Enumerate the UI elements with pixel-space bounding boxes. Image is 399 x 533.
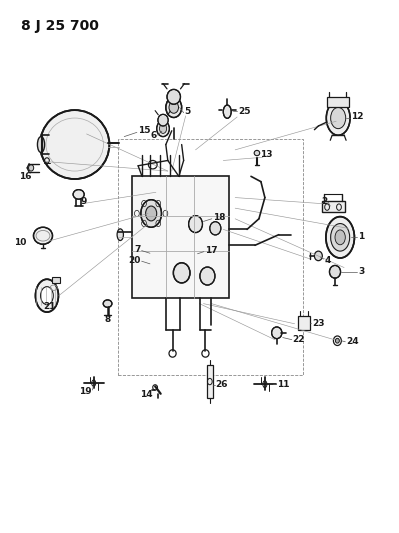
- Text: 7: 7: [134, 245, 141, 254]
- Text: 9: 9: [81, 197, 87, 206]
- Ellipse shape: [117, 229, 123, 240]
- Text: 20: 20: [128, 256, 141, 265]
- Ellipse shape: [336, 338, 340, 343]
- Bar: [52, 277, 59, 284]
- Ellipse shape: [160, 124, 167, 133]
- Ellipse shape: [326, 216, 354, 258]
- Ellipse shape: [38, 136, 45, 152]
- Text: 17: 17: [205, 246, 217, 255]
- Text: 8 J 25 700: 8 J 25 700: [21, 19, 99, 33]
- Text: 23: 23: [312, 319, 324, 328]
- Text: 14: 14: [140, 390, 153, 399]
- Text: 5: 5: [184, 107, 191, 116]
- Text: 26: 26: [215, 379, 228, 389]
- Text: 13: 13: [260, 150, 272, 159]
- Text: 12: 12: [351, 112, 363, 122]
- Ellipse shape: [254, 150, 260, 156]
- Ellipse shape: [167, 90, 180, 104]
- Ellipse shape: [210, 222, 221, 235]
- Text: 24: 24: [346, 337, 359, 346]
- Text: 10: 10: [14, 238, 26, 247]
- Bar: [327, 97, 349, 108]
- Ellipse shape: [166, 98, 182, 117]
- Ellipse shape: [41, 287, 53, 305]
- Ellipse shape: [158, 114, 168, 126]
- Text: 3: 3: [358, 268, 364, 276]
- Ellipse shape: [331, 108, 346, 128]
- Ellipse shape: [330, 265, 341, 278]
- Ellipse shape: [223, 105, 231, 118]
- Text: 8: 8: [105, 315, 111, 324]
- Text: 4: 4: [324, 256, 331, 265]
- Ellipse shape: [34, 227, 53, 244]
- Bar: [118, 139, 302, 375]
- Bar: [298, 317, 310, 330]
- Ellipse shape: [103, 300, 112, 308]
- Ellipse shape: [29, 165, 34, 171]
- Ellipse shape: [141, 200, 162, 227]
- Ellipse shape: [331, 223, 350, 251]
- Ellipse shape: [169, 102, 178, 114]
- Ellipse shape: [272, 327, 282, 338]
- Ellipse shape: [36, 279, 58, 312]
- Text: 16: 16: [19, 172, 32, 181]
- Text: 11: 11: [277, 379, 290, 389]
- Text: 21: 21: [43, 302, 55, 311]
- Ellipse shape: [314, 251, 322, 261]
- Text: 1: 1: [358, 232, 364, 241]
- Text: 15: 15: [138, 126, 150, 135]
- Ellipse shape: [173, 263, 190, 283]
- Text: 18: 18: [213, 213, 225, 222]
- Ellipse shape: [40, 110, 109, 179]
- Text: 2: 2: [321, 197, 327, 206]
- Ellipse shape: [200, 267, 215, 285]
- Ellipse shape: [73, 190, 84, 199]
- Ellipse shape: [335, 230, 345, 245]
- Bar: [132, 176, 229, 298]
- Ellipse shape: [146, 206, 157, 221]
- Ellipse shape: [189, 216, 202, 232]
- Text: 6: 6: [150, 131, 157, 140]
- Bar: [322, 201, 344, 213]
- Text: 25: 25: [238, 107, 251, 116]
- Ellipse shape: [157, 120, 170, 136]
- Bar: [207, 365, 213, 398]
- Text: 19: 19: [79, 386, 92, 395]
- Ellipse shape: [326, 101, 350, 135]
- Text: 22: 22: [292, 335, 305, 344]
